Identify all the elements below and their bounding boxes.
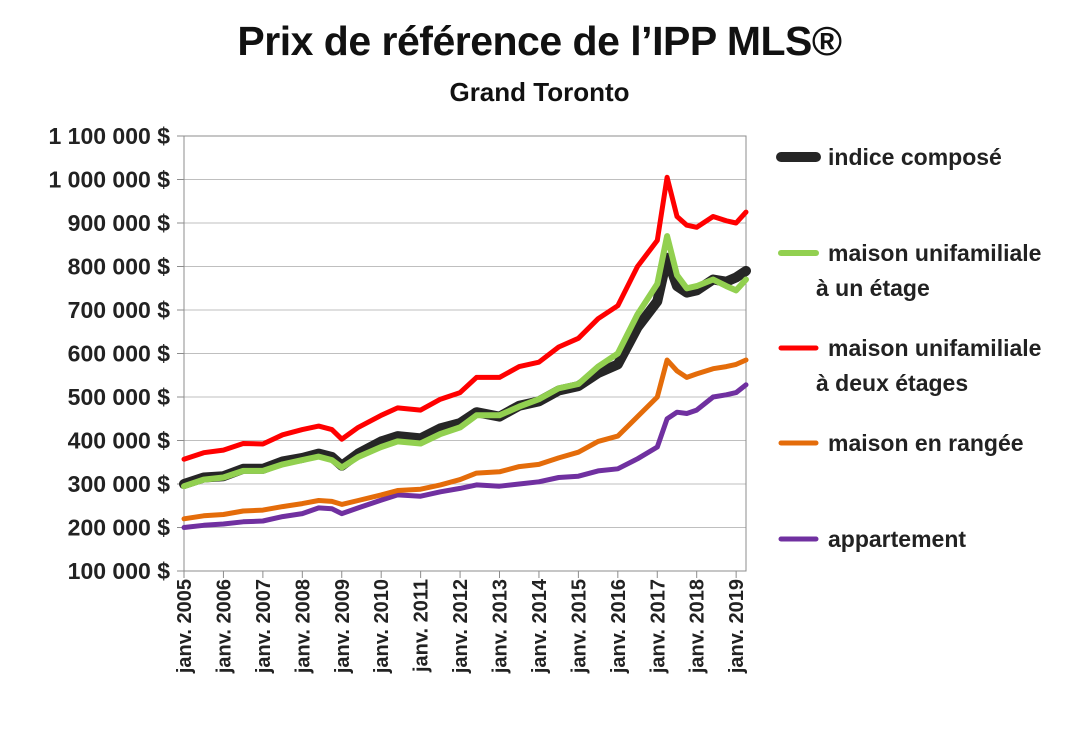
chart-title: Prix de référence de l’IPP MLS® <box>237 18 842 64</box>
legend-label: maison en rangée <box>828 430 1024 456</box>
x-tick-label: janv. 2008 <box>292 579 314 674</box>
series-line <box>181 382 749 530</box>
y-tick-label: 500 000 $ <box>68 384 171 410</box>
x-tick-label: janv. 2010 <box>371 579 393 674</box>
x-tick-label: janv. 2011 <box>411 579 433 673</box>
y-tick-label: 1 100 000 $ <box>48 123 170 149</box>
legend-label: à un étage <box>816 275 930 301</box>
y-tick-label: 800 000 $ <box>68 254 171 280</box>
x-tick-label: janv. 2012 <box>450 579 472 674</box>
legend-label: indice composé <box>828 144 1002 170</box>
x-tick-label: janv. 2019 <box>726 579 748 674</box>
y-tick-label: 900 000 $ <box>68 210 171 236</box>
x-tick-label: janv. 2013 <box>490 579 512 674</box>
legend-label: maison unifamiliale <box>828 240 1041 266</box>
series-line <box>181 233 749 490</box>
x-tick-label: janv. 2015 <box>568 579 590 674</box>
y-tick-label: 700 000 $ <box>68 297 171 323</box>
legend-label: appartement <box>828 526 966 552</box>
y-tick-label: 400 000 $ <box>68 428 171 454</box>
x-tick-label: janv. 2009 <box>332 579 354 674</box>
x-tick-label: janv. 2005 <box>174 579 196 674</box>
x-tick-label: janv. 2007 <box>253 579 275 674</box>
x-tick-label: janv. 2016 <box>608 579 630 674</box>
chart-subtitle: Grand Toronto <box>449 77 630 107</box>
x-tick-label: janv. 2006 <box>213 579 235 674</box>
y-tick-label: 1 000 000 $ <box>48 167 170 193</box>
x-tick-label: janv. 2018 <box>687 579 709 674</box>
legend-label: maison unifamiliale <box>828 335 1041 361</box>
y-tick-label: 200 000 $ <box>68 515 171 541</box>
series-line <box>181 357 749 522</box>
y-tick-label: 100 000 $ <box>68 558 171 584</box>
y-tick-label: 600 000 $ <box>68 341 171 367</box>
series-line <box>181 174 749 462</box>
y-tick-label: 300 000 $ <box>68 471 171 497</box>
x-tick-label: janv. 2014 <box>529 578 551 674</box>
legend-label: à deux étages <box>816 370 968 396</box>
x-tick-label: janv. 2017 <box>647 579 669 674</box>
plot-frame <box>183 135 747 572</box>
